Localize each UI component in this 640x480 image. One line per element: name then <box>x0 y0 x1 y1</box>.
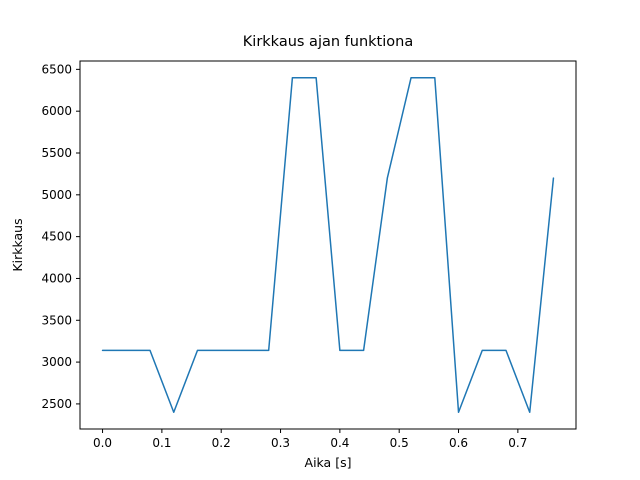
chart-title: Kirkkaus ajan funktiona <box>243 34 413 50</box>
x-tick-label: 0.5 <box>390 436 409 450</box>
data-series <box>101 76 555 414</box>
x-tick-label: 0.0 <box>93 436 112 450</box>
y-tick-label: 3000 <box>41 355 72 369</box>
x-tick-label: 0.1 <box>152 436 171 450</box>
y-tick-label: 5000 <box>41 188 72 202</box>
x-tick-label: 0.4 <box>330 436 349 450</box>
x-tick-label: 0.6 <box>449 436 468 450</box>
plot-frame <box>79 60 577 430</box>
y-tick-label: 5500 <box>41 146 72 160</box>
x-axis-label: Aika [s] <box>305 455 352 470</box>
y-tick-label: 6000 <box>41 104 72 118</box>
axis-ticks: 0.0 0.1 0.2 0.3 0.4 0.5 0.6 0.7 2500 3000 3500 4000… <box>41 62 527 450</box>
x-tick-label: 0.7 <box>508 436 527 450</box>
y-tick-label: 6500 <box>41 62 72 76</box>
x-tick-label: 0.2 <box>212 436 231 450</box>
y-tick-label: 3500 <box>41 313 72 327</box>
x-tick-label: 0.3 <box>271 436 290 450</box>
y-tick-label: 4500 <box>41 230 72 244</box>
brightness-line <box>101 76 555 414</box>
y-tick-label: 4000 <box>41 271 72 285</box>
y-axis-label: Kirkkaus <box>10 218 25 271</box>
y-tick-label: 2500 <box>41 397 72 411</box>
